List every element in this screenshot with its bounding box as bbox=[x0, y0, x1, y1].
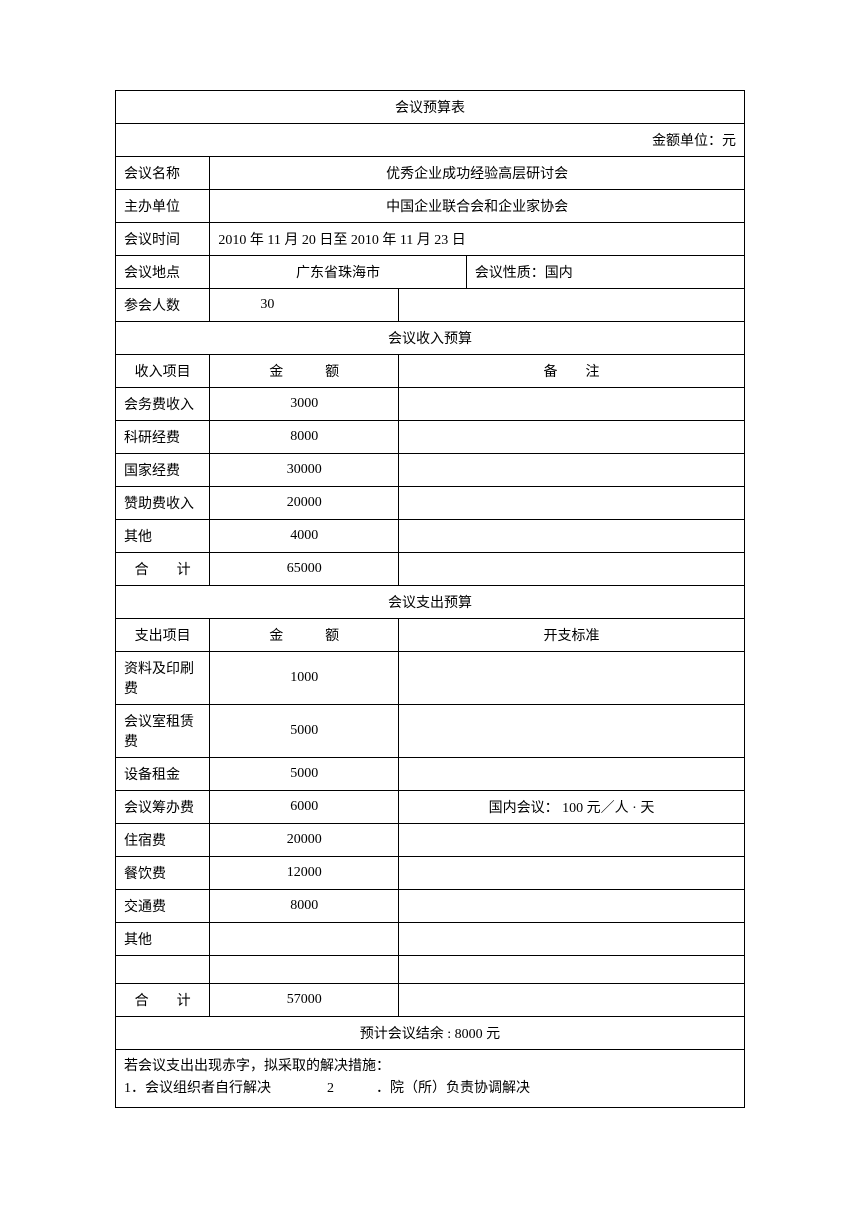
expense-row: 资料及印刷费 1000 bbox=[116, 652, 745, 705]
income-amount: 30000 bbox=[210, 454, 399, 487]
expense-standard bbox=[399, 705, 745, 758]
expense-total-standard bbox=[399, 984, 745, 1017]
income-note bbox=[399, 520, 745, 553]
attendees-label: 参会人数 bbox=[116, 289, 210, 322]
income-item-label: 赞助费收入 bbox=[116, 487, 210, 520]
income-row: 其他 4000 bbox=[116, 520, 745, 553]
unit-label: 金额单位：元 bbox=[116, 124, 745, 157]
expense-amount bbox=[210, 956, 399, 984]
expense-standard bbox=[399, 857, 745, 890]
expense-amount bbox=[210, 923, 399, 956]
expense-standard bbox=[399, 890, 745, 923]
expense-item-label: 资料及印刷费 bbox=[116, 652, 210, 705]
expense-item-label: 设备租金 bbox=[116, 758, 210, 791]
income-item-label: 科研经费 bbox=[116, 421, 210, 454]
expense-row: 交通费 8000 bbox=[116, 890, 745, 923]
expense-item-label: 餐饮费 bbox=[116, 857, 210, 890]
location-value: 广东省珠海市 bbox=[210, 256, 466, 289]
income-col-note: 备 注 bbox=[399, 355, 745, 388]
expense-amount: 5000 bbox=[210, 705, 399, 758]
expense-total-amount: 57000 bbox=[210, 984, 399, 1017]
expense-amount: 5000 bbox=[210, 758, 399, 791]
expense-amount: 1000 bbox=[210, 652, 399, 705]
table-title: 会议预算表 bbox=[116, 91, 745, 124]
meeting-name-label: 会议名称 bbox=[116, 157, 210, 190]
nature-value: 会议性质：国内 bbox=[466, 256, 744, 289]
income-row: 科研经费 8000 bbox=[116, 421, 745, 454]
expense-standard bbox=[399, 956, 745, 984]
expense-row: 住宿费 20000 bbox=[116, 824, 745, 857]
time-label: 会议时间 bbox=[116, 223, 210, 256]
income-row: 国家经费 30000 bbox=[116, 454, 745, 487]
expense-row: 会议室租赁费 5000 bbox=[116, 705, 745, 758]
income-amount: 3000 bbox=[210, 388, 399, 421]
income-col-amount: 金 额 bbox=[210, 355, 399, 388]
footer-cell: 若会议支出出现赤字，拟采取的解决措施： 1．会议组织者自行解决 2 ．院（所）负… bbox=[116, 1050, 745, 1108]
expense-amount: 20000 bbox=[210, 824, 399, 857]
expense-col-item: 支出项目 bbox=[116, 619, 210, 652]
income-note bbox=[399, 388, 745, 421]
income-section-title: 会议收入预算 bbox=[116, 322, 745, 355]
expense-row: 设备租金 5000 bbox=[116, 758, 745, 791]
expense-row: 其他 bbox=[116, 923, 745, 956]
income-amount: 4000 bbox=[210, 520, 399, 553]
income-item-label: 会务费收入 bbox=[116, 388, 210, 421]
income-row: 赞助费收入 20000 bbox=[116, 487, 745, 520]
income-note bbox=[399, 454, 745, 487]
expense-standard: 国内会议： 100 元／人 · 天 bbox=[399, 791, 745, 824]
expense-item-label: 交通费 bbox=[116, 890, 210, 923]
meeting-name-value: 优秀企业成功经验高层研讨会 bbox=[210, 157, 745, 190]
attendees-value: 30 bbox=[210, 289, 399, 322]
expense-total-label: 合 计 bbox=[116, 984, 210, 1017]
expense-col-standard: 开支标准 bbox=[399, 619, 745, 652]
expense-standard bbox=[399, 824, 745, 857]
expense-standard bbox=[399, 652, 745, 705]
budget-table: 会议预算表 金额单位：元 会议名称 优秀企业成功经验高层研讨会 主办单位 中国企… bbox=[115, 90, 745, 1108]
income-item-label: 国家经费 bbox=[116, 454, 210, 487]
expense-amount: 12000 bbox=[210, 857, 399, 890]
income-note bbox=[399, 487, 745, 520]
expense-col-amount: 金 额 bbox=[210, 619, 399, 652]
income-total-note bbox=[399, 553, 745, 586]
time-value: 2010 年 11 月 20 日至 2010 年 11 月 23 日 bbox=[210, 223, 745, 256]
expense-row: 会议筹办费 6000 国内会议： 100 元／人 · 天 bbox=[116, 791, 745, 824]
expense-row: 餐饮费 12000 bbox=[116, 857, 745, 890]
balance-cell: 预计会议结余 : 8000 元 bbox=[116, 1017, 745, 1050]
expense-item-label: 住宿费 bbox=[116, 824, 210, 857]
host-value: 中国企业联合会和企业家协会 bbox=[210, 190, 745, 223]
income-col-item: 收入项目 bbox=[116, 355, 210, 388]
income-row: 会务费收入 3000 bbox=[116, 388, 745, 421]
income-item-label: 其他 bbox=[116, 520, 210, 553]
expense-item-label: 会议筹办费 bbox=[116, 791, 210, 824]
expense-item-label: 其他 bbox=[116, 923, 210, 956]
footer-line2: 1．会议组织者自行解决 2 ．院（所）负责协调解决 bbox=[124, 1078, 736, 1100]
income-total-label: 合 计 bbox=[116, 553, 210, 586]
income-amount: 20000 bbox=[210, 487, 399, 520]
expense-item-label: 会议室租赁费 bbox=[116, 705, 210, 758]
expense-standard bbox=[399, 758, 745, 791]
footer-line1: 若会议支出出现赤字，拟采取的解决措施： bbox=[124, 1056, 736, 1078]
expense-section-title: 会议支出预算 bbox=[116, 586, 745, 619]
expense-item-label bbox=[116, 956, 210, 984]
expense-row bbox=[116, 956, 745, 984]
income-total-amount: 65000 bbox=[210, 553, 399, 586]
income-amount: 8000 bbox=[210, 421, 399, 454]
attendees-empty bbox=[399, 289, 745, 322]
expense-amount: 8000 bbox=[210, 890, 399, 923]
host-label: 主办单位 bbox=[116, 190, 210, 223]
income-note bbox=[399, 421, 745, 454]
location-label: 会议地点 bbox=[116, 256, 210, 289]
expense-amount: 6000 bbox=[210, 791, 399, 824]
expense-standard bbox=[399, 923, 745, 956]
